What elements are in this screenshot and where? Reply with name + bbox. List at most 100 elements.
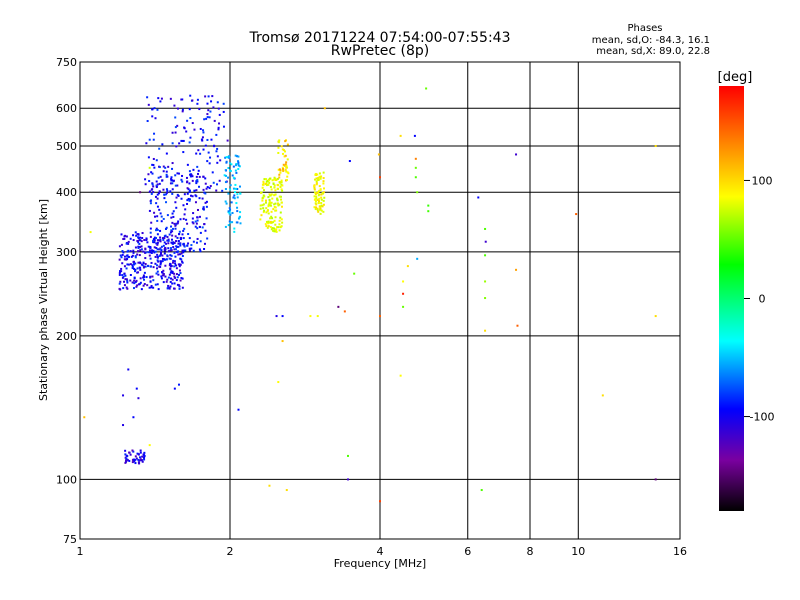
data-point: [279, 216, 282, 219]
data-point: [133, 460, 136, 463]
data-point: [159, 212, 162, 215]
data-point: [233, 197, 236, 200]
data-point: [140, 245, 143, 248]
data-point: [224, 181, 227, 184]
data-point: [198, 108, 201, 111]
data-point: [227, 176, 230, 179]
data-point: [172, 259, 175, 262]
data-point: [233, 230, 236, 233]
data-point: [266, 179, 269, 182]
data-point: [156, 219, 159, 222]
data-point: [163, 237, 166, 240]
data-point: [317, 190, 320, 193]
data-point: [149, 227, 152, 230]
data-point: [192, 240, 195, 243]
data-point: [195, 222, 198, 225]
data-point: [134, 262, 137, 265]
data-point: [313, 188, 316, 191]
data-point: [178, 269, 181, 272]
data-point: [171, 242, 174, 245]
data-point: [203, 247, 206, 250]
data-point: [175, 196, 178, 199]
data-point: [277, 187, 280, 190]
data-point: [164, 234, 167, 237]
data-point: [175, 273, 178, 276]
data-point: [170, 254, 173, 257]
data-point: [121, 276, 124, 279]
data-point: [143, 455, 146, 458]
data-point: [416, 191, 419, 194]
data-point: [237, 160, 240, 163]
data-point: [172, 246, 175, 249]
data-point: [337, 305, 340, 308]
data-point: [155, 202, 158, 205]
data-point: [83, 416, 86, 419]
y-axis-label: Stationary phase Virtual Height [km]: [37, 199, 50, 401]
data-point: [181, 180, 184, 183]
data-point: [171, 270, 174, 273]
data-point: [156, 233, 159, 236]
data-point: [178, 285, 181, 288]
data-point: [123, 265, 126, 268]
data-point: [160, 260, 163, 263]
data-point: [134, 246, 137, 249]
data-point: [175, 145, 178, 148]
data-point: [234, 164, 237, 167]
data-point: [263, 178, 266, 181]
data-point: [127, 255, 130, 258]
data-point: [122, 251, 125, 254]
y-tick-label: 100: [56, 473, 77, 486]
data-point: [196, 178, 199, 181]
data-point: [156, 253, 159, 256]
data-point: [130, 255, 133, 258]
y-tick-label: 200: [56, 330, 77, 343]
data-point: [160, 97, 163, 100]
data-point: [150, 286, 153, 289]
data-point: [176, 193, 179, 196]
data-point: [171, 182, 174, 185]
data-point: [148, 166, 151, 169]
data-point: [268, 484, 271, 487]
data-point: [173, 387, 176, 390]
data-point: [225, 174, 228, 177]
data-point: [173, 248, 176, 251]
data-point: [314, 202, 317, 205]
data-point: [125, 454, 128, 457]
data-point: [320, 204, 323, 207]
data-point: [154, 283, 157, 286]
data-point: [160, 220, 163, 223]
data-point: [275, 178, 278, 181]
data-point: [230, 201, 233, 204]
data-point: [170, 225, 173, 228]
data-point: [150, 284, 153, 287]
data-point: [236, 193, 239, 196]
data-point: [123, 280, 126, 283]
data-point: [141, 232, 144, 235]
data-point: [126, 279, 129, 282]
data-point: [276, 183, 279, 186]
data-point: [179, 243, 182, 246]
data-point: [168, 257, 171, 260]
data-point: [146, 120, 149, 123]
data-point: [277, 204, 280, 207]
data-point: [282, 167, 285, 170]
data-point: [137, 453, 140, 456]
data-point: [139, 239, 142, 242]
data-point: [316, 192, 319, 195]
data-point: [173, 275, 176, 278]
data-point: [139, 245, 142, 248]
data-point: [171, 192, 174, 195]
data-point: [172, 261, 175, 264]
data-point: [315, 177, 318, 180]
data-point: [118, 282, 121, 285]
data-point: [174, 262, 177, 265]
data-point: [149, 202, 152, 205]
x-tick-label: 8: [527, 545, 534, 558]
data-point: [275, 209, 278, 212]
data-point: [270, 188, 273, 191]
data-point: [233, 191, 236, 194]
data-point: [155, 227, 158, 230]
data-point: [234, 183, 237, 186]
data-point: [158, 166, 161, 169]
data-point: [279, 171, 282, 174]
